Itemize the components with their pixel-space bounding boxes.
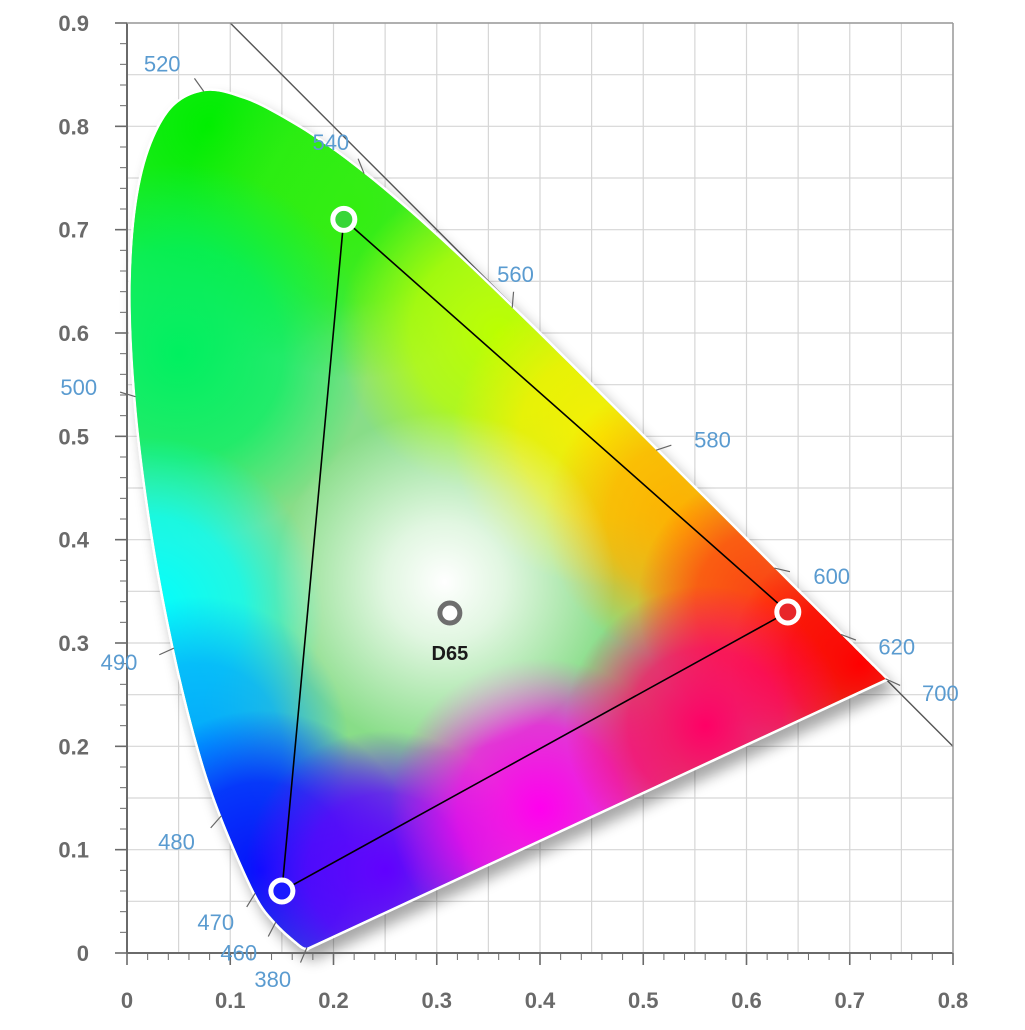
x-tick-label: 0.5 [628, 988, 659, 1013]
y-tick-label: 0.6 [58, 321, 89, 346]
wavelength-tick [193, 78, 205, 92]
y-tick-label: 0.9 [58, 11, 89, 36]
wavelength-tick [119, 391, 136, 398]
wavelength-tick [511, 291, 515, 308]
wavelength-label: 480 [158, 829, 195, 854]
wavelength-tick [210, 815, 222, 829]
primary-marker-blue [268, 877, 296, 905]
wavelength-tick [159, 647, 175, 656]
wavelength-tick [655, 444, 672, 451]
x-tick-label: 0.2 [318, 988, 349, 1013]
wavelength-label: 580 [694, 428, 731, 453]
spectral-locus-fill [130, 90, 886, 949]
wavelength-label: 540 [312, 130, 349, 155]
x-tick-label: 0.7 [834, 988, 865, 1013]
white-point-marker [437, 600, 463, 626]
primary-marker-red [774, 598, 802, 626]
x-tick-label: 0 [121, 988, 133, 1013]
y-tick-label: 0.3 [58, 631, 89, 656]
gamut-layer: D65 [268, 205, 802, 905]
y-tick-label: 0.5 [58, 424, 89, 449]
wavelength-label: 500 [60, 375, 97, 400]
wavelength-tick [774, 567, 791, 573]
wavelength-label: 620 [878, 635, 915, 660]
y-tick-label: 0.7 [58, 218, 89, 243]
wavelength-tick [246, 892, 256, 908]
white-point-label: D65 [432, 643, 469, 665]
y-tick-label: 0.8 [58, 114, 89, 139]
x-tick-label: 0.3 [421, 988, 452, 1013]
y-tick-label: 0.2 [58, 734, 89, 759]
wavelength-label: 560 [497, 262, 534, 287]
wavelength-label: 520 [144, 52, 181, 77]
x-tick-label: 0.8 [938, 988, 969, 1013]
wavelength-tick [299, 947, 308, 963]
gamut-triangle [280, 217, 790, 893]
y-tick-label: 0.1 [58, 838, 89, 863]
y-tick-label: 0 [77, 941, 89, 966]
wavelength-tick [267, 922, 277, 937]
wavelength-label: 380 [254, 967, 291, 992]
color-blob [130, 163, 369, 544]
x-tick-label: 0.6 [731, 988, 762, 1013]
x-tick-label: 0.1 [215, 988, 246, 1013]
wavelength-tick [885, 678, 901, 686]
spectral-locus-layer [128, 88, 890, 951]
y-tick-label: 0.4 [58, 528, 89, 553]
wavelength-label: 470 [197, 910, 234, 935]
primary-marker-green [330, 205, 358, 233]
wavelength-label: 700 [922, 681, 959, 706]
axes: 0 0.1 0.2 0.3 0.4 0.5 0.6 0.7 0.8 0 0.1 0.2 0.3 0.4 0.… [58, 11, 968, 1013]
wavelength-label: 490 [101, 650, 138, 675]
wavelength-tick [357, 158, 365, 174]
white-glow [274, 412, 615, 753]
wavelength-tick [840, 633, 857, 641]
wavelength-label: 460 [220, 940, 257, 965]
wavelength-label: 600 [813, 564, 850, 589]
x-tick-label: 0.4 [525, 988, 556, 1013]
